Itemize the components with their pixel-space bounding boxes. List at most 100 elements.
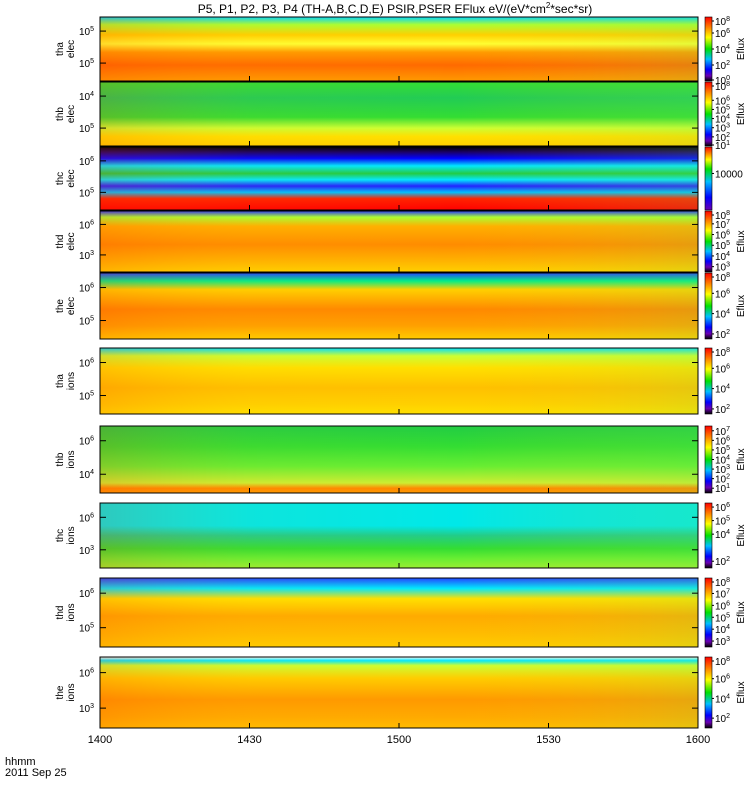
panel-species-label: elec (66, 169, 77, 187)
colorbar (704, 656, 713, 729)
colorbar (704, 502, 713, 569)
colorbar-tick-label: 106 (715, 502, 730, 514)
colorbar-tick-label: 102 (715, 132, 730, 144)
chart-title: P5, P1, P2, P3, P4 (TH-A,B,C,D,E) PSIR,P… (198, 1, 593, 16)
colorbar-tick-label: 104 (715, 624, 730, 636)
colorbar-label: Eflux (736, 230, 747, 252)
colorbar-tick-label: 108 (715, 577, 730, 589)
x-tick-label: 1530 (536, 734, 560, 746)
colorbar-tick-label: 102 (715, 60, 730, 72)
y-tick-label: 105 (79, 58, 94, 70)
panel-the-ions: 106 103 the ions 108 106 104 102 Eflux (55, 656, 747, 729)
colorbar-tick-label: 10000 (715, 169, 743, 180)
panel-the-elec: 106 105 the elec 108 106 104 102 Eflux (55, 272, 747, 341)
colorbar (704, 81, 713, 147)
colorbar-tick-label: 105 (715, 612, 730, 624)
y-tick-label: 106 (79, 156, 94, 168)
colorbar (704, 210, 713, 273)
colorbar (704, 347, 713, 415)
panel-species-label: elec (66, 232, 77, 250)
x-axis: 1400 1430 1500 1530 1600 (88, 734, 710, 746)
colorbar-label: Eflux (736, 103, 747, 125)
colorbar-tick-label: 106 (715, 435, 730, 447)
panel-probe-label: the (55, 685, 66, 699)
colorbar-tick-label: 105 (715, 445, 730, 457)
y-tick-label: 106 (79, 512, 94, 524)
panel-probe-label: thc (55, 172, 66, 185)
y-tick-label: 103 (79, 250, 94, 262)
panel-probe-label: thc (55, 529, 66, 542)
spectrogram-overlay (100, 578, 698, 647)
panel-species-label: elec (66, 40, 77, 58)
colorbar-tick-label: 104 (715, 529, 730, 541)
colorbar-tick-label: 104 (715, 251, 730, 263)
y-tick-label: 104 (79, 91, 94, 103)
y-tick-label: 106 (79, 358, 94, 370)
colorbar-tick-label: 104 (715, 455, 730, 467)
colorbar-tick-label: 106 (715, 363, 730, 375)
panel-probe-label: tha (55, 374, 66, 388)
y-tick-label: 106 (79, 283, 94, 295)
panel-species-label: ions (66, 526, 77, 544)
y-tick-label: 105 (79, 123, 94, 135)
panel-probe-label: thb (55, 107, 66, 121)
x-tick-label: 1430 (237, 734, 261, 746)
spectrogram-overlay (100, 17, 698, 81)
colorbar-tick-label: 104 (715, 693, 730, 705)
panel-probe-label: the (55, 299, 66, 313)
x-tick-label: 1500 (387, 734, 411, 746)
colorbar-tick-label: 106 (715, 28, 730, 40)
colorbar-tick-label: 108 (715, 656, 730, 668)
y-tick-label: 106 (79, 668, 94, 680)
panel-tha-ions: 106 105 tha ions 108 106 104 102 (55, 347, 730, 416)
colorbar-label: Eflux (736, 38, 747, 60)
colorbar-tick-label: 103 (715, 262, 730, 274)
colorbar-tick-label: 106 (715, 230, 730, 242)
panel-probe-label: thd (55, 235, 66, 249)
colorbar-tick-label: 101 (715, 140, 730, 152)
colorbar-tick-label: 106 (715, 288, 730, 300)
colorbar-label: Eflux (736, 448, 747, 470)
colorbar-tick-label: 106 (715, 600, 730, 612)
y-tick-label: 103 (79, 545, 94, 557)
y-tick-label: 106 (79, 588, 94, 600)
colorbar (704, 577, 713, 648)
y-tick-label: 105 (79, 187, 94, 199)
y-tick-label: 105 (79, 26, 94, 38)
panel-species-label: ions (66, 603, 77, 621)
colorbar-tick-label: 106 (715, 674, 730, 686)
spectrogram-overlay (100, 82, 698, 146)
colorbar-tick-label: 105 (715, 240, 730, 252)
colorbar-tick-label: 100 (715, 75, 730, 87)
spectrogram-overlay (100, 147, 698, 210)
colorbar-tick-label: 104 (715, 309, 730, 321)
spectrogram-overlay (100, 348, 698, 414)
panel-probe-label: thd (55, 606, 66, 620)
colorbar-label: Eflux (736, 524, 747, 546)
y-tick-label: 104 (79, 469, 94, 481)
panel-species-label: elec (66, 297, 77, 315)
colorbar-tick-label: 108 (715, 210, 730, 222)
colorbar-tick-label: 107 (715, 426, 730, 438)
colorbar-tick-label: 108 (715, 347, 730, 359)
x-tick-label: 1600 (686, 734, 710, 746)
spectrogram-overlay (100, 273, 698, 339)
colorbar-tick-label: 107 (715, 219, 730, 231)
colorbar-tick-label: 102 (715, 713, 730, 725)
colorbar-tick-label: 104 (715, 114, 730, 126)
y-tick-label: 105 (79, 623, 94, 635)
colorbar-tick-label: 105 (715, 104, 730, 116)
colorbar-tick-label: 108 (715, 16, 730, 28)
colorbar-tick-label: 103 (715, 636, 730, 648)
panel-probe-label: tha (55, 42, 66, 56)
colorbar-label: Eflux (736, 681, 747, 703)
y-tick-label: 103 (79, 703, 94, 715)
